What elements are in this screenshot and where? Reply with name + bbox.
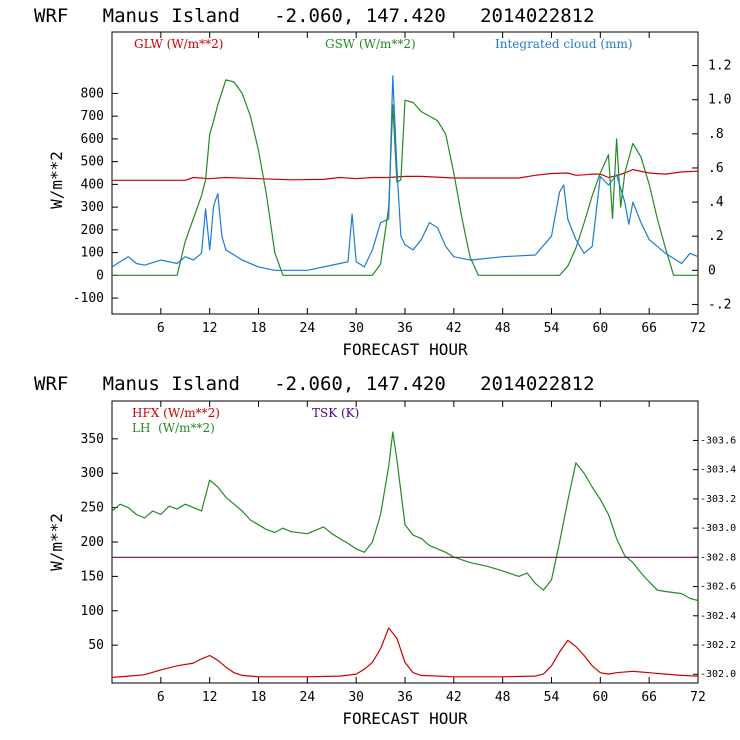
- y2-tick-label: .8: [708, 127, 724, 142]
- y-tick-label: 300: [81, 466, 104, 481]
- x-tick-label: 6: [157, 690, 165, 705]
- y-axis-right-ticks: -302.0 -302.2 -302.4 -302.6 -302.8 -303.0 -303…: [693, 435, 736, 680]
- x-tick-label: 6: [157, 321, 165, 336]
- y-tick-label: -100: [73, 291, 104, 306]
- y-tick-label: 0: [96, 268, 104, 283]
- y2-tick-label: .2: [708, 229, 724, 244]
- x-tick-label: 66: [641, 690, 657, 705]
- x-tick-label: 48: [495, 321, 511, 336]
- x-tick-label: 60: [593, 690, 609, 705]
- y2-tick-label: -303.2: [700, 494, 736, 505]
- x-tick-label: 18: [251, 321, 267, 336]
- legend-label-tsk: TSK (K): [312, 406, 359, 420]
- y-tick-label: 800: [81, 86, 104, 101]
- y2-tick-label: -302.4: [700, 611, 736, 622]
- y2-tick-label: .4: [708, 195, 724, 210]
- y2-tick-label: -303.6: [700, 435, 736, 446]
- x-tick-label: 24: [300, 690, 316, 705]
- x-tick-label: 30: [348, 321, 364, 336]
- y-tick-label: 100: [81, 604, 104, 619]
- y-axis-title: W/m**2: [47, 151, 66, 209]
- y-axis-right-ticks: -.2 0 .2 .4 .6 .8 1.0 1.2: [692, 59, 731, 312]
- y2-tick-label: -303.0: [700, 523, 736, 534]
- x-tick-label: 54: [544, 690, 560, 705]
- y-tick-label: 700: [81, 109, 104, 124]
- x-tick-label: 36: [397, 321, 413, 336]
- legend-label-glw: GLW (W/m**2): [134, 37, 223, 51]
- panel-bottom: WRF Manus Island -2.060, 147.420 2014022…: [34, 373, 736, 728]
- series-lines: [111, 75, 699, 276]
- x-tick-label: 54: [544, 321, 560, 336]
- y-tick-label: 500: [81, 155, 104, 170]
- x-tick-label: 72: [690, 690, 706, 705]
- y2-tick-label: 1.2: [708, 59, 731, 74]
- y2-tick-label: -302.8: [700, 552, 736, 563]
- x-tick-label: 18: [251, 690, 267, 705]
- y2-tick-label: 1.0: [708, 93, 731, 108]
- y2-tick-label: -.2: [708, 297, 731, 312]
- y2-tick-label: 0: [708, 263, 716, 278]
- y-axis-left-ticks: 50 100 150 200 250 300 350: [81, 432, 118, 653]
- x-tick-label: 72: [690, 321, 706, 336]
- y-tick-label: 200: [81, 535, 104, 550]
- x-tick-label: 12: [202, 690, 218, 705]
- series-lines: [111, 431, 699, 679]
- y-tick-label: 350: [81, 432, 104, 447]
- y-tick-label: 600: [81, 132, 104, 147]
- x-axis-title: FORECAST HOUR: [342, 340, 468, 359]
- y-tick-label: 150: [81, 569, 104, 584]
- y-tick-label: 250: [81, 501, 104, 516]
- x-axis-ticks: 6 12 18 24 30 36 42 48 54 60 66 72: [157, 401, 706, 705]
- y-axis-left-ticks: -100 0 100 200 300 400 500 600 700 800: [73, 86, 118, 306]
- x-tick-label: 60: [593, 321, 609, 336]
- y2-tick-label: -303.4: [700, 465, 736, 476]
- chart-title: WRF Manus Island -2.060, 147.420 2014022…: [34, 5, 595, 27]
- x-tick-label: 30: [348, 690, 364, 705]
- x-tick-label: 42: [446, 690, 462, 705]
- x-tick-label: 12: [202, 321, 218, 336]
- y-tick-label: 200: [81, 223, 104, 238]
- y2-tick-label: -302.6: [700, 582, 736, 593]
- y-axis-title: W/m**2: [47, 513, 66, 571]
- series-line-glw: [112, 169, 699, 181]
- y2-tick-label: -302.0: [700, 669, 736, 680]
- legend-label-hfx: HFX (W/m**2): [132, 406, 220, 420]
- x-axis-title: FORECAST HOUR: [342, 709, 468, 728]
- legend-label-lh: LH (W/m**2): [132, 421, 215, 435]
- panel-top: WRF Manus Island -2.060, 147.420 2014022…: [34, 5, 731, 359]
- legend-label-gsw: GSW (W/m**2): [325, 37, 416, 51]
- x-axis-ticks: 6 12 18 24 30 36 42 48 54 60 66 72: [157, 32, 706, 336]
- y-tick-label: 400: [81, 177, 104, 192]
- x-tick-label: 66: [641, 321, 657, 336]
- y-tick-label: 100: [81, 246, 104, 261]
- chart-title: WRF Manus Island -2.060, 147.420 2014022…: [34, 373, 595, 395]
- series-line-lh: [111, 431, 699, 602]
- x-tick-label: 24: [300, 321, 316, 336]
- legend-label-cloud: Integrated cloud (mm): [495, 37, 633, 51]
- y-tick-label: 300: [81, 200, 104, 215]
- series-line-hfx: [111, 627, 699, 679]
- x-tick-label: 36: [397, 690, 413, 705]
- y-tick-label: 50: [88, 638, 104, 653]
- y2-tick-label: -302.2: [700, 640, 736, 651]
- y2-tick-label: .6: [708, 161, 724, 176]
- series-line-integrated: [111, 75, 699, 271]
- x-tick-label: 42: [446, 321, 462, 336]
- x-tick-label: 48: [495, 690, 511, 705]
